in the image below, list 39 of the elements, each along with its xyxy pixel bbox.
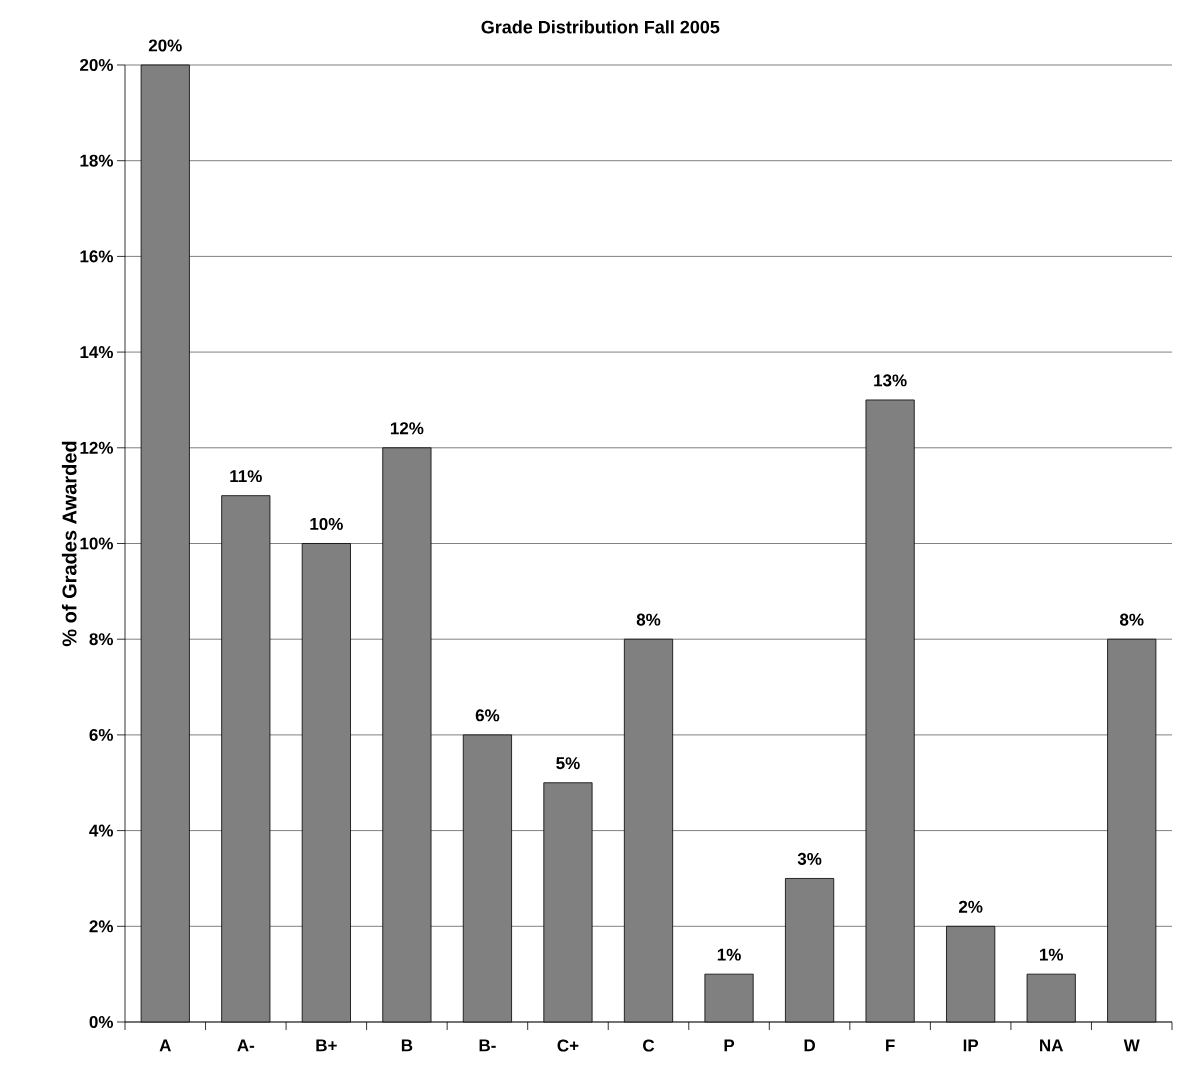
data-label: 10% [310, 517, 343, 530]
x-tick-label: B- [479, 1039, 496, 1052]
x-tick-label: C [643, 1039, 655, 1052]
data-label: 2% [958, 900, 983, 913]
y-tick-label: 12% [80, 441, 114, 454]
data-label: 11% [230, 470, 262, 483]
x-tick-label: B [401, 1039, 413, 1052]
y-tick-label: 16% [80, 250, 114, 263]
x-tick-label: B+ [316, 1039, 337, 1052]
x-tick-label: P [724, 1039, 735, 1052]
x-tick-label: F [886, 1039, 895, 1052]
data-label: 13% [874, 374, 907, 387]
data-label: 8% [1119, 613, 1144, 626]
data-label: 5% [556, 757, 580, 770]
data-label: 1% [717, 948, 741, 961]
y-tick-label: 20% [80, 58, 114, 72]
x-tick-label: W [1123, 1039, 1140, 1052]
y-tick-label: 4% [89, 824, 114, 837]
data-label: 3% [797, 852, 822, 865]
y-tick-label: 0% [89, 1015, 114, 1029]
x-tick-label: A- [237, 1039, 255, 1052]
x-tick-label: D [804, 1039, 815, 1052]
data-label: 6% [475, 709, 500, 722]
data-label: 20% [148, 39, 182, 52]
data-label: 12% [390, 422, 424, 435]
y-tick-label: 6% [89, 728, 114, 741]
x-tick-label: NA [1040, 1039, 1064, 1052]
y-tick-label: 10% [80, 537, 114, 550]
y-tick-label: 14% [80, 346, 114, 359]
x-tick-label: IP [963, 1039, 979, 1052]
y-tick-label: 8% [89, 633, 114, 646]
x-tick-label: C+ [557, 1039, 579, 1052]
chart-title: Grade Distribution Fall 2005 [481, 20, 720, 34]
x-tick-label: A [159, 1039, 171, 1052]
y-tick-label: 18% [80, 154, 114, 167]
data-label: 1% [1039, 948, 1064, 961]
y-axis-title: % of Grades Awarded [61, 441, 77, 647]
data-label: 8% [636, 613, 661, 626]
y-tick-label: 2% [89, 920, 114, 933]
